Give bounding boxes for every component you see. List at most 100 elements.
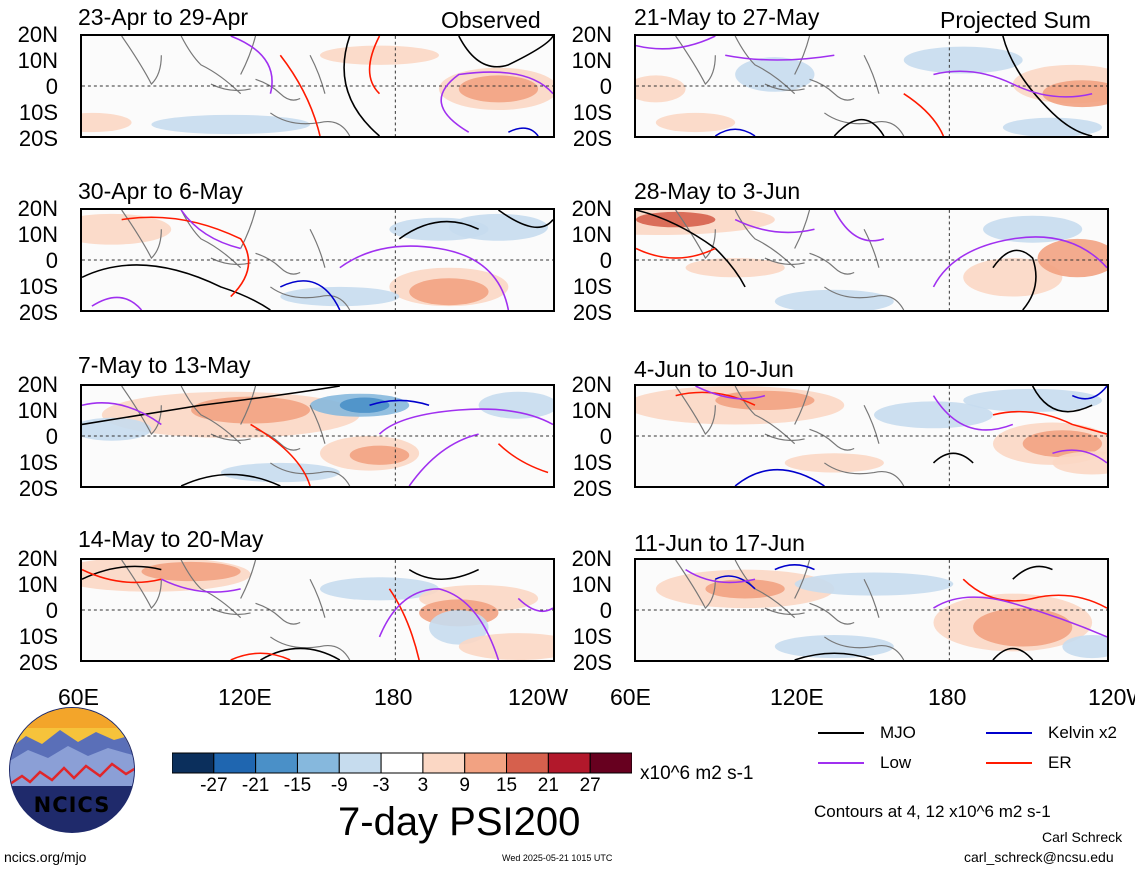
coastline — [675, 210, 905, 310]
y-tick-10s: 10S — [18, 450, 58, 475]
field-blob — [319, 577, 439, 601]
contour-kelvin-x2 — [508, 127, 539, 136]
colorbar-swatch — [506, 752, 549, 774]
colorbar-tick: 9 — [459, 775, 470, 796]
field-blob — [141, 561, 241, 582]
contour-low — [933, 596, 1107, 638]
contour-er — [962, 578, 1107, 609]
email-link[interactable]: carl_schreck@ncsu.edu — [964, 849, 1114, 865]
contour-er — [497, 443, 549, 474]
y-tick-eq: 0 — [599, 74, 612, 99]
contour-kelvin-x2 — [714, 575, 756, 590]
colorbar-swatch — [380, 752, 424, 774]
colorbar-tick: -15 — [283, 775, 312, 796]
contour-low — [339, 245, 510, 310]
contour-low — [82, 402, 162, 426]
colorbar-tick: 27 — [579, 775, 601, 796]
projected-label: Projected Sum — [940, 7, 1091, 33]
field-blob — [1037, 238, 1107, 278]
contour-er — [279, 54, 321, 136]
field-blob — [1062, 635, 1107, 659]
field-blob — [963, 258, 1063, 297]
field-blob — [774, 289, 894, 310]
x-tick-120e-right: 120E — [770, 684, 824, 710]
y-tick-10n: 10N — [571, 222, 612, 247]
field-blob — [794, 572, 954, 596]
contour-low — [160, 578, 241, 593]
colorbar-swatch — [171, 752, 215, 774]
x-tick-120w-left: 120W — [508, 684, 569, 710]
colorbar-swatch — [464, 752, 508, 774]
field-blob — [685, 258, 785, 278]
colorbar-swatch — [422, 752, 466, 774]
contour-kelvin-x2 — [774, 564, 815, 571]
field-blob — [82, 417, 152, 441]
contour-kelvin-x2 — [714, 128, 756, 136]
colorbar-swatch — [338, 752, 382, 774]
field-blob — [339, 397, 390, 413]
contour-mjo — [82, 264, 271, 310]
y-tick-10n: 10N — [571, 572, 612, 597]
y-tick-10s: 10S — [572, 450, 612, 475]
colorbar-tick: 21 — [537, 775, 559, 796]
coastline — [121, 386, 351, 486]
x-tick-180-right: 180 — [928, 684, 967, 710]
contour-er — [903, 93, 945, 136]
y-tick-20s: 20S — [572, 300, 612, 325]
contour-mjo — [398, 220, 479, 240]
y-tick-20n: 20N — [17, 372, 58, 397]
field-blob — [983, 215, 1083, 243]
coastline — [675, 386, 905, 486]
colorbar-tick: -21 — [241, 775, 270, 796]
y-tick-20n: 20N — [571, 546, 612, 571]
field-blob — [784, 453, 884, 473]
panel-title-8: 11-Jun to 17-Jun — [634, 530, 805, 556]
field-blob — [1052, 451, 1107, 475]
contour-mjo — [1012, 565, 1053, 580]
colorbar-swatch — [589, 752, 633, 774]
contour-low — [685, 568, 756, 584]
y-tick-20n: 20N — [571, 196, 612, 221]
colorbar-swatch — [296, 752, 340, 774]
colorbar-swatch — [255, 752, 298, 774]
map-panel-5 — [634, 34, 1109, 138]
panel-title-4: 14-May to 20-May — [78, 526, 264, 552]
y-tick-20s: 20S — [18, 126, 58, 151]
contour-low — [440, 71, 553, 133]
contour-mjo — [180, 473, 281, 486]
field-blob — [963, 388, 1103, 412]
field-blob — [409, 278, 489, 306]
logo-text: NCICS — [34, 793, 111, 817]
map-panel-3 — [80, 384, 555, 488]
y-tick-10s: 10S — [572, 100, 612, 125]
field-blob — [429, 610, 489, 645]
y-tick-20n: 20N — [17, 22, 58, 47]
website-link[interactable]: ncics.org/mjo — [4, 849, 87, 865]
colorbar-tick: -3 — [372, 775, 390, 796]
field-blob — [82, 213, 172, 245]
contour-kelvin-x2 — [369, 399, 430, 406]
field-blob — [280, 286, 400, 307]
coastline — [121, 36, 351, 136]
contour-er — [82, 568, 162, 584]
contour-mjo — [260, 647, 341, 660]
y-tick-10n: 10N — [571, 398, 612, 423]
contour-mjo — [932, 452, 974, 464]
contour-mjo — [408, 568, 479, 580]
legend-swatch — [818, 762, 864, 764]
x-tick-180-left: 180 — [374, 684, 413, 710]
colorbar — [171, 752, 633, 781]
map-panel-2 — [80, 208, 555, 312]
contour-low — [695, 386, 766, 400]
contour-er — [992, 410, 1107, 435]
field-blob — [774, 635, 894, 659]
contour-er — [230, 652, 291, 660]
field-blob — [636, 75, 686, 103]
y-tick-eq: 0 — [45, 598, 58, 623]
contour-low — [636, 36, 716, 50]
x-tick-120w-right: 120W — [1088, 686, 1135, 709]
coastline — [675, 560, 905, 660]
field-blob — [478, 391, 553, 419]
contour-er — [121, 216, 250, 298]
contour-kelvin-x2 — [279, 280, 341, 310]
